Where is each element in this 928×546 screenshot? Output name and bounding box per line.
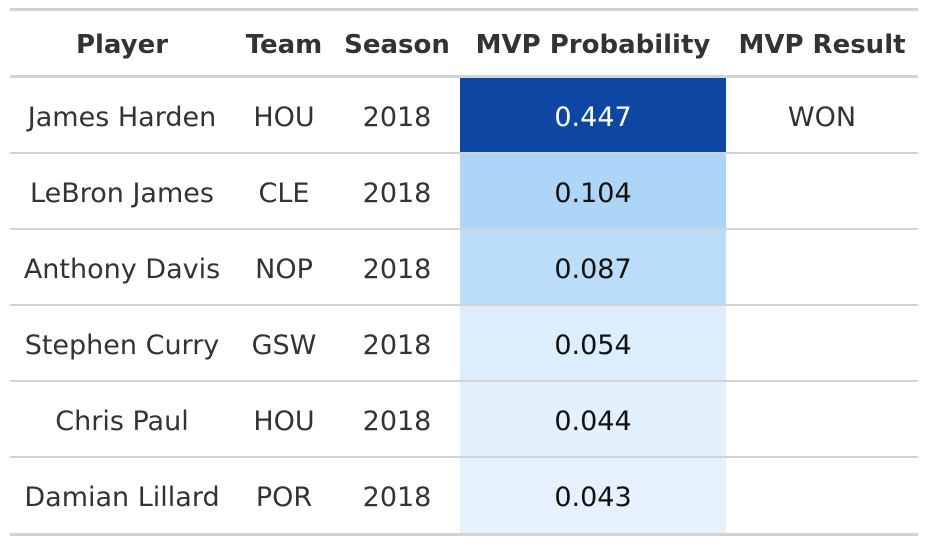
cell-mvp-probability: 0.043 bbox=[460, 458, 726, 533]
cell-player: James Harden bbox=[27, 102, 217, 133]
cell-mvp-result bbox=[726, 154, 918, 229]
row-divider bbox=[10, 152, 918, 154]
table-row: James Harden HOU 2018 0.447 WON bbox=[0, 78, 928, 154]
table-header-row: Player Team Season MVP Probability MVP R… bbox=[0, 11, 928, 75]
cell-mvp-probability: 0.044 bbox=[460, 382, 726, 457]
row-divider bbox=[10, 228, 918, 230]
cell-player: LeBron James bbox=[30, 178, 214, 209]
table-row: LeBron James CLE 2018 0.104 bbox=[0, 154, 928, 230]
table-row: Stephen Curry GSW 2018 0.054 bbox=[0, 306, 928, 382]
cell-mvp-result bbox=[726, 306, 918, 381]
cell-team: GSW bbox=[251, 330, 317, 361]
header-season: Season bbox=[344, 30, 450, 60]
table-bottom-rule bbox=[10, 533, 918, 536]
cell-mvp-probability: 0.447 bbox=[460, 78, 726, 153]
cell-team: POR bbox=[255, 482, 313, 513]
header-mvp-probability: MVP Probability bbox=[475, 30, 711, 60]
cell-season: 2018 bbox=[362, 330, 432, 361]
cell-team: HOU bbox=[253, 406, 315, 437]
cell-mvp-probability: 0.087 bbox=[460, 230, 726, 305]
cell-mvp-result bbox=[726, 230, 918, 305]
cell-player: Stephen Curry bbox=[24, 330, 220, 361]
header-player: Player bbox=[75, 30, 169, 60]
table-row: Chris Paul HOU 2018 0.044 bbox=[0, 382, 928, 458]
cell-season: 2018 bbox=[362, 406, 432, 437]
table-row: Anthony Davis NOP 2018 0.087 bbox=[0, 230, 928, 306]
cell-team: HOU bbox=[253, 102, 315, 133]
cell-mvp-result bbox=[726, 382, 918, 457]
cell-season: 2018 bbox=[362, 178, 432, 209]
header-bottom-rule bbox=[10, 75, 918, 78]
table-top-rule bbox=[10, 8, 918, 11]
cell-player: Chris Paul bbox=[55, 406, 189, 437]
cell-mvp-probability: 0.104 bbox=[460, 154, 726, 229]
cell-season: 2018 bbox=[362, 102, 432, 133]
header-mvp-result: MVP Result bbox=[738, 30, 906, 60]
row-divider bbox=[10, 304, 918, 306]
row-divider bbox=[10, 456, 918, 458]
cell-team: NOP bbox=[255, 254, 313, 285]
table-row: Damian Lillard POR 2018 0.043 bbox=[0, 458, 928, 534]
cell-player: Damian Lillard bbox=[24, 482, 220, 513]
header-team: Team bbox=[245, 30, 323, 60]
cell-mvp-result bbox=[726, 458, 918, 533]
cell-season: 2018 bbox=[362, 482, 432, 513]
cell-mvp-probability: 0.054 bbox=[460, 306, 726, 381]
cell-season: 2018 bbox=[362, 254, 432, 285]
cell-mvp-result: WON bbox=[787, 102, 857, 133]
row-divider bbox=[10, 380, 918, 382]
cell-team: CLE bbox=[258, 178, 310, 209]
cell-player: Anthony Davis bbox=[23, 254, 221, 285]
